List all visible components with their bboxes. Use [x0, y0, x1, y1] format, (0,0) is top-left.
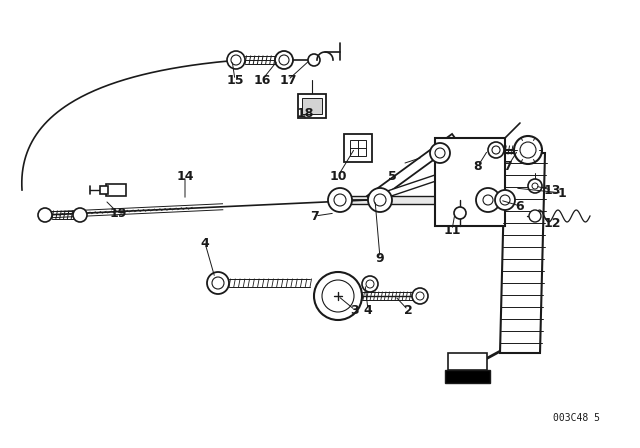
- Circle shape: [514, 136, 542, 164]
- Circle shape: [430, 143, 450, 163]
- Circle shape: [207, 272, 229, 294]
- Ellipse shape: [314, 272, 362, 320]
- Text: 12: 12: [543, 216, 561, 229]
- Text: 14: 14: [176, 169, 194, 182]
- Polygon shape: [448, 353, 487, 370]
- Text: 4: 4: [200, 237, 209, 250]
- Text: 17: 17: [279, 73, 297, 86]
- Bar: [344, 134, 372, 162]
- Polygon shape: [445, 370, 490, 383]
- Circle shape: [483, 195, 493, 205]
- Circle shape: [308, 54, 320, 66]
- Polygon shape: [369, 155, 496, 203]
- Text: 8: 8: [474, 159, 483, 172]
- Text: 2: 2: [404, 303, 412, 316]
- Ellipse shape: [322, 280, 354, 312]
- Circle shape: [328, 188, 352, 212]
- Polygon shape: [435, 138, 505, 226]
- Text: 9: 9: [376, 251, 384, 264]
- Text: 18: 18: [296, 107, 314, 120]
- Circle shape: [212, 277, 224, 289]
- Circle shape: [374, 194, 386, 206]
- Circle shape: [520, 142, 536, 158]
- Circle shape: [73, 208, 87, 222]
- Bar: [298, 94, 326, 118]
- Circle shape: [495, 190, 515, 210]
- Circle shape: [532, 183, 538, 189]
- Text: 003C48 5: 003C48 5: [553, 413, 600, 423]
- Text: 5: 5: [388, 169, 396, 182]
- Circle shape: [38, 208, 52, 222]
- Polygon shape: [367, 134, 458, 204]
- Circle shape: [227, 51, 245, 69]
- Text: 19: 19: [109, 207, 127, 220]
- Text: 7: 7: [504, 159, 513, 172]
- Text: 6: 6: [516, 199, 524, 212]
- Text: 16: 16: [253, 73, 271, 86]
- Circle shape: [368, 188, 392, 212]
- Circle shape: [529, 210, 541, 222]
- Circle shape: [476, 188, 500, 212]
- Text: 1: 1: [557, 186, 566, 199]
- Text: 10: 10: [329, 169, 347, 182]
- Polygon shape: [500, 153, 545, 353]
- Circle shape: [412, 288, 428, 304]
- Bar: [350, 140, 366, 156]
- Circle shape: [454, 207, 466, 219]
- Text: 7: 7: [310, 210, 319, 223]
- Circle shape: [528, 179, 542, 193]
- Text: 15: 15: [227, 73, 244, 86]
- Circle shape: [435, 148, 445, 158]
- Circle shape: [334, 194, 346, 206]
- Circle shape: [231, 55, 241, 65]
- Bar: [100, 186, 108, 194]
- Circle shape: [279, 55, 289, 65]
- Circle shape: [362, 276, 378, 292]
- Circle shape: [488, 142, 504, 158]
- Bar: [106, 184, 126, 196]
- Text: 3: 3: [351, 303, 359, 316]
- Circle shape: [500, 195, 510, 205]
- Text: 13: 13: [543, 184, 561, 197]
- Text: 4: 4: [364, 303, 372, 316]
- Text: 11: 11: [444, 224, 461, 237]
- Circle shape: [275, 51, 293, 69]
- Bar: [302, 98, 322, 114]
- Circle shape: [416, 292, 424, 300]
- Polygon shape: [340, 196, 488, 204]
- Circle shape: [492, 146, 500, 154]
- Circle shape: [366, 280, 374, 288]
